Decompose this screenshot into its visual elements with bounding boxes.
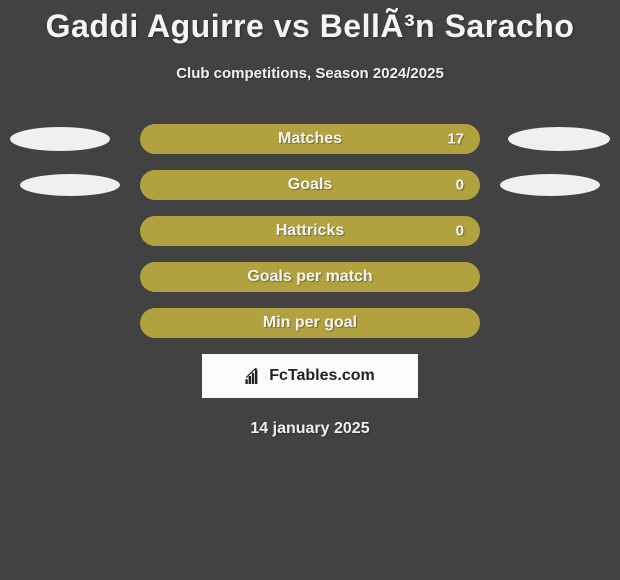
stat-bar: Goals 0 [140, 170, 480, 200]
ellipse-left [20, 174, 120, 196]
stat-label: Hattricks [276, 222, 344, 240]
brand-name: FcTables.com [269, 367, 375, 385]
stat-row-matches: Matches 17 [0, 124, 620, 154]
brand-logo-box: FcTables.com [202, 354, 418, 398]
stat-value: 0 [456, 223, 464, 240]
stat-bar: Goals per match [140, 262, 480, 292]
brand-logo: FcTables.com [245, 367, 375, 385]
stat-row-min-per-goal: Min per goal [0, 308, 620, 338]
stat-row-goals-per-match: Goals per match [0, 262, 620, 292]
stat-bar: Min per goal [140, 308, 480, 338]
stat-value: 0 [456, 177, 464, 194]
stat-label: Min per goal [263, 314, 357, 332]
stat-label: Goals [288, 176, 332, 194]
stat-row-goals: Goals 0 [0, 170, 620, 200]
date-label: 14 january 2025 [0, 420, 620, 438]
ellipse-left [10, 127, 110, 151]
page-subtitle: Club competitions, Season 2024/2025 [0, 65, 620, 82]
stat-bar: Hattricks 0 [140, 216, 480, 246]
ellipse-right [508, 127, 610, 151]
stat-value: 17 [447, 131, 464, 148]
stat-row-hattricks: Hattricks 0 [0, 216, 620, 246]
page-title: Gaddi Aguirre vs BellÃ³n Saracho [0, 0, 620, 45]
stat-rows: Matches 17 Goals 0 Hattricks 0 Goals per… [0, 124, 620, 338]
stat-label: Goals per match [247, 268, 372, 286]
stat-label: Matches [278, 130, 342, 148]
bar-chart-icon [245, 368, 265, 384]
stat-bar: Matches 17 [140, 124, 480, 154]
ellipse-right [500, 174, 600, 196]
